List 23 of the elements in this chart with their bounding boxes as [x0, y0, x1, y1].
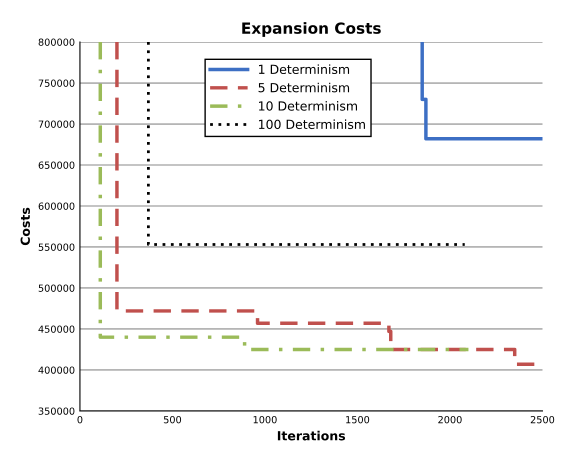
x-tick-label: 2000: [438, 416, 462, 424]
y-tick-label: 600000: [38, 202, 74, 210]
legend-label: 1 Determinism: [258, 64, 350, 74]
y-tick-label: 350000: [38, 407, 74, 415]
y-tick-label: 400000: [38, 366, 74, 374]
x-tick-label: 1000: [254, 416, 277, 424]
y-tick-label: 450000: [38, 325, 74, 333]
legend-label: 100 Determinism: [258, 119, 365, 130]
x-tick-label: 1500: [346, 416, 370, 424]
chart-title: Expansion Costs: [242, 22, 381, 37]
y-tick-label: 650000: [38, 161, 74, 169]
y-tick-label: 750000: [38, 80, 74, 87]
legend-label: 10 Determinism: [258, 101, 358, 111]
x-tick-label: 2500: [530, 416, 554, 424]
legend-label: 5 Determinism: [258, 82, 350, 92]
y-tick-label: 550000: [38, 243, 74, 251]
x-axis-title: Iterations: [278, 430, 346, 440]
y-tick-label: 700000: [38, 120, 74, 128]
y-axis-title: Costs: [20, 208, 30, 246]
y-tick-label: 800000: [38, 38, 74, 46]
x-tick-label: 0: [77, 416, 82, 424]
x-tick-label: 500: [164, 416, 182, 424]
y-tick-label: 500000: [38, 284, 74, 292]
